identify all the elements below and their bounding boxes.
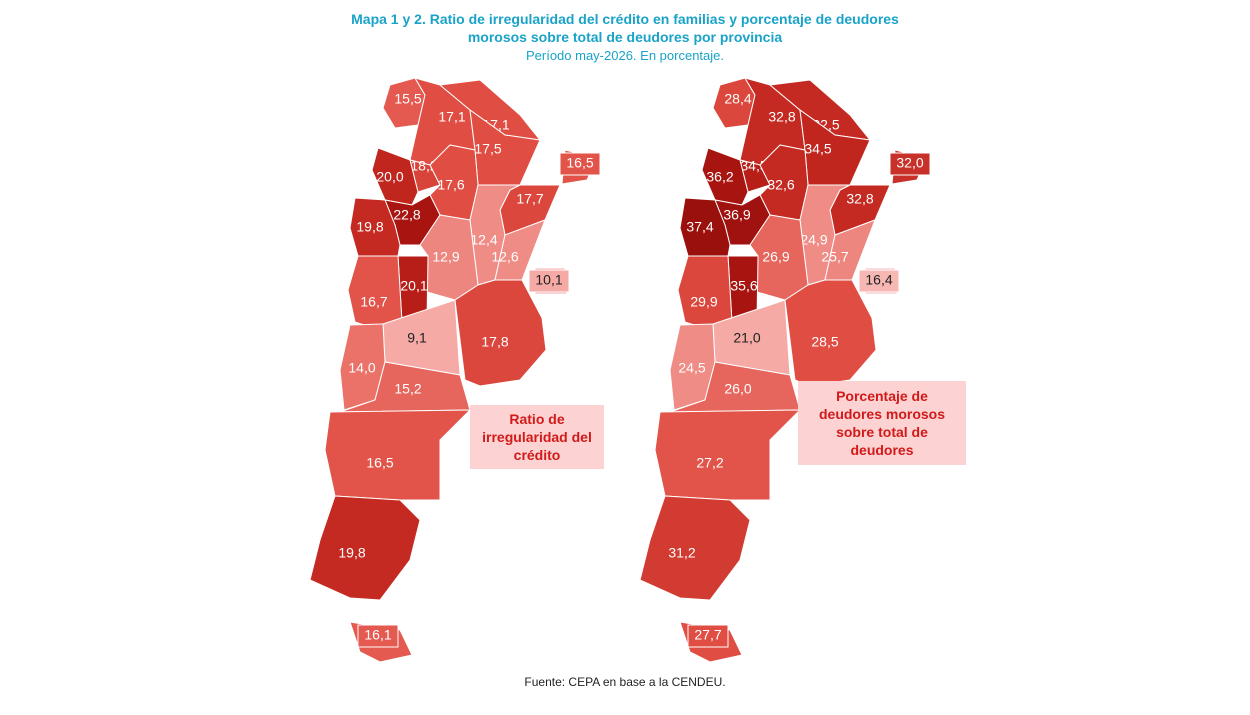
province-label: 32,8 [768,109,795,125]
label-box [357,624,399,648]
province-label: 12,9 [432,249,459,265]
label-box [559,152,601,176]
province-label: 14,0 [348,360,375,376]
province-label: 35,6 [730,278,757,294]
province-label: 24,5 [678,360,705,376]
province [309,495,421,601]
legend: Ratio de irregularidad del crédito [470,405,604,469]
legend: Porcentaje de deudores morosos sobre tot… [798,381,966,465]
province-label: 19,8 [338,545,365,561]
title-line: morosos sobre total de deudores por prov… [467,29,783,45]
province-label: 28,4 [724,91,751,107]
label-box [858,269,900,293]
label-box [687,624,729,648]
province-label: 17,5 [474,141,501,157]
source: Fuente: CEPA en base a la CENDEU. [524,675,726,689]
province [349,197,401,257]
province [324,409,472,501]
province-label: 25,7 [821,249,848,265]
province-label: 26,0 [724,381,751,397]
province-label: 24,9 [800,232,827,248]
province-label: 32,6 [767,177,794,193]
province-label: 27,2 [696,455,723,471]
province-label: 12,4 [470,232,497,248]
province-label: 32,0 [896,155,923,171]
province [419,214,479,301]
province-label: 15,5 [394,91,421,107]
province-label: 36,2 [706,169,733,185]
province-label: 22,8 [393,207,420,223]
province-label: 17,6 [437,177,464,193]
label-box [889,152,931,176]
province [679,197,731,257]
title: Mapa 1 y 2. Ratio de irregularidad del c… [0,10,1250,46]
province [749,214,809,301]
province-label: 10,1 [535,272,562,288]
province-label: 34,5 [740,158,767,174]
province-label: 16,5 [366,455,393,471]
province-label: 17,1 [438,109,465,125]
province-label: 26,9 [762,249,789,265]
province [454,279,547,387]
province-label: 17,8 [481,334,508,350]
province-label: 36,9 [723,207,750,223]
province-label: 9,1 [407,330,427,346]
label-box [528,269,570,293]
province-label: 18,2 [410,158,437,174]
subtitle: Período may-2026. En porcentaje. [525,48,724,63]
province [639,495,751,601]
province-label: 16,1 [364,627,391,643]
province-label: 32,8 [846,191,873,207]
province-label: 19,8 [356,219,383,235]
title-line: Mapa 1 y 2. Ratio de irregularidad del c… [351,11,899,27]
province-label: 21,0 [733,330,760,346]
province-label: 20,1 [400,278,427,294]
province-label: 34,5 [804,141,831,157]
province-label: 28,5 [811,334,838,350]
province [784,279,877,387]
province-label: 27,7 [694,627,721,643]
province-label: 12,6 [491,249,518,265]
province-label: 37,4 [686,219,713,235]
province-label: 15,2 [394,381,421,397]
province-label: 16,4 [865,272,892,288]
province-label: 31,2 [668,545,695,561]
province [654,409,802,501]
province-label: 16,7 [360,294,387,310]
province-label: 20,0 [376,169,403,185]
province-label: 16,5 [566,155,593,171]
province-label: 17,7 [516,191,543,207]
province-label: 29,9 [690,294,717,310]
